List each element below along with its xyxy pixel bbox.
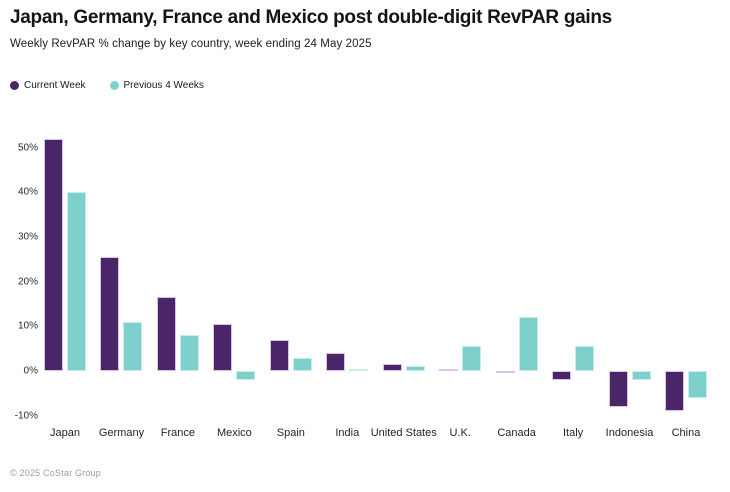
bar-current-week: [664, 370, 684, 412]
y-axis-tick-label: 20%: [17, 276, 38, 288]
bar-group: France: [156, 130, 199, 439]
x-axis-label: Germany: [98, 427, 145, 439]
bar-group: United States: [371, 130, 437, 439]
bar-previous-4-weeks: [462, 346, 482, 371]
x-axis-label: China: [671, 427, 701, 439]
bar-current-week: [382, 364, 402, 371]
bar-current-week: [100, 257, 120, 371]
bar-group: Italy: [552, 130, 595, 439]
y-axis-tick-label: 30%: [17, 231, 38, 243]
bar-previous-4-weeks: [67, 192, 86, 371]
x-axis-label: Indonesia: [605, 427, 654, 439]
legend-label: Current Week: [24, 80, 86, 91]
bar-previous-4-weeks: [575, 346, 595, 371]
bar-current-week: [326, 353, 346, 371]
bar-group: Indonesia: [606, 130, 653, 439]
copyright-text: © 2025 CoStar Group: [10, 468, 101, 478]
legend: Current Week Previous 4 Weeks: [10, 80, 204, 91]
x-axis-label: Japan: [50, 427, 80, 439]
x-axis-label: Spain: [276, 427, 305, 439]
bar-current-week: [269, 339, 289, 371]
bar-previous-4-weeks: [687, 370, 707, 398]
x-axis-label: Mexico: [216, 427, 252, 439]
plot-area: Japan Germany France Mexico Spain India United…: [44, 130, 707, 439]
y-axis-tick-label: 10%: [17, 320, 38, 332]
bar-group: U.K.: [439, 130, 482, 439]
y-axis: 50% 40% 30% 20% 10% 0% -10%: [0, 130, 38, 422]
bar-previous-4-weeks: [631, 370, 651, 380]
x-axis-label: United States: [370, 427, 437, 439]
x-axis-label: France: [160, 427, 196, 439]
x-axis-label: Italy: [562, 427, 584, 439]
bar-chart: 50% 40% 30% 20% 10% 0% -10% Japan Germany France…: [0, 130, 730, 460]
chart-subtitle: Weekly RevPAR % change by key country, w…: [10, 38, 372, 50]
bar-group: India: [326, 130, 369, 439]
bar-group: China: [664, 130, 707, 439]
y-axis-tick-label: 50%: [17, 142, 38, 154]
legend-swatch-icon: [109, 81, 119, 90]
legend-label: Previous 4 Weeks: [123, 80, 204, 91]
bar-current-week: [608, 370, 628, 407]
bar-current-week: [552, 370, 572, 380]
bar-previous-4-weeks: [518, 317, 538, 371]
bar-current-week: [213, 324, 233, 371]
bar-previous-4-weeks: [349, 368, 369, 371]
legend-item: Previous 4 Weeks: [109, 80, 204, 91]
bar-current-week: [44, 138, 63, 371]
bar-previous-4-weeks: [123, 321, 143, 371]
y-axis-tick-label: -10%: [14, 410, 38, 422]
legend-item: Current Week: [10, 80, 86, 91]
bar-previous-4-weeks: [236, 370, 256, 380]
bar-group: Mexico: [213, 130, 256, 439]
bar-current-week: [495, 370, 515, 374]
bar-current-week: [439, 368, 459, 371]
x-axis-label: Canada: [497, 427, 536, 439]
y-axis-tick-label: 40%: [17, 186, 38, 198]
legend-swatch-icon: [10, 81, 19, 90]
x-axis-label: India: [335, 427, 360, 439]
bar-group: Germany: [99, 130, 144, 439]
x-axis-label: U.K.: [449, 427, 471, 439]
y-axis-tick-label: 0%: [23, 365, 38, 377]
bar-previous-4-weeks: [405, 366, 425, 371]
bar-group: Japan: [44, 130, 86, 439]
chart-title: Japan, Germany, France and Mexico post d…: [10, 7, 612, 28]
bar-previous-4-weeks: [292, 357, 312, 371]
bar-current-week: [156, 297, 176, 371]
bar-group: Spain: [269, 130, 312, 439]
bar-previous-4-weeks: [179, 335, 199, 371]
bar-group: Canada: [495, 130, 538, 439]
